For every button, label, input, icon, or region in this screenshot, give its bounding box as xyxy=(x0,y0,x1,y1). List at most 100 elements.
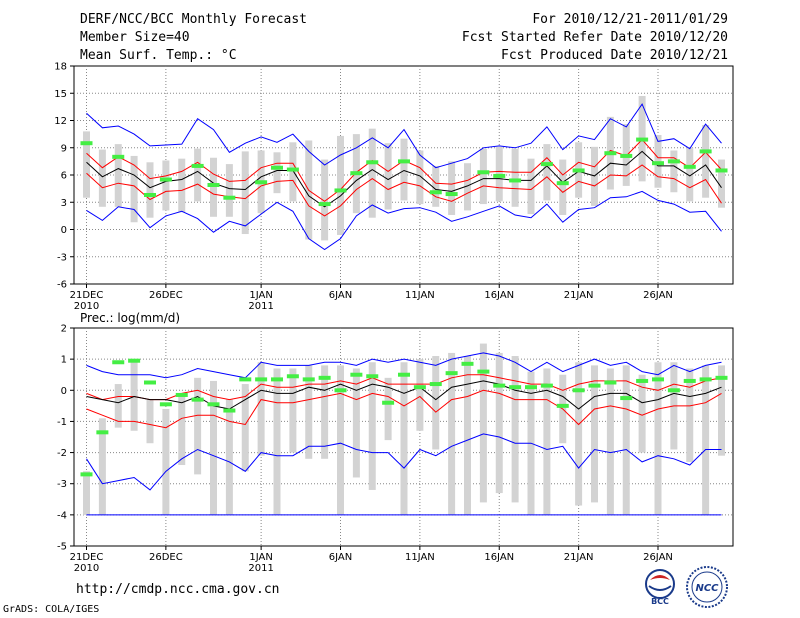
y-tick-label: -5 xyxy=(57,542,67,553)
y-tick-label: -4 xyxy=(57,510,67,521)
ensemble-box xyxy=(543,368,551,515)
ensemble-box xyxy=(416,359,424,431)
y-tick-label: 0 xyxy=(61,225,67,236)
observed-marker xyxy=(350,171,363,176)
ensemble-box xyxy=(98,418,106,515)
observed-marker xyxy=(572,388,585,393)
ensemble-box xyxy=(686,147,694,202)
ensemble-box xyxy=(162,408,170,515)
x-tick-label: 21DEC xyxy=(70,552,104,563)
observed-marker xyxy=(128,358,141,363)
ensemble-box xyxy=(178,158,186,213)
max-line xyxy=(86,103,722,169)
ensemble-box xyxy=(638,374,646,453)
observed-marker xyxy=(604,380,617,385)
y-tick-label: 15 xyxy=(54,89,67,100)
observed-marker xyxy=(382,400,395,405)
x-tick-label: 26DEC xyxy=(149,290,183,301)
ensemble-box xyxy=(432,165,440,207)
observed-marker xyxy=(620,396,633,401)
observed-marker xyxy=(96,430,109,435)
ensemble-box xyxy=(305,365,313,459)
observed-marker xyxy=(112,154,125,159)
observed-marker xyxy=(334,388,347,393)
x-tick-label: 1JAN xyxy=(249,552,272,563)
ensemble-box xyxy=(606,368,614,515)
observed-marker xyxy=(271,165,283,170)
ensemble-box xyxy=(622,365,630,515)
ensemble-box xyxy=(146,162,154,218)
ensemble-box xyxy=(83,471,90,515)
precip-panel-title: Prec.: log(mm/d) xyxy=(80,311,180,325)
x-tick-label: 11JAN xyxy=(405,552,435,563)
x-tick-label: 26DEC xyxy=(149,552,183,563)
observed-marker xyxy=(191,397,204,402)
ensemble-box xyxy=(83,131,90,198)
observed-marker xyxy=(604,151,617,156)
observed-marker xyxy=(556,181,569,186)
ensemble-box xyxy=(257,362,265,456)
ensemble-box xyxy=(527,158,535,215)
ensemble-box xyxy=(241,151,249,235)
observed-marker xyxy=(493,173,506,178)
observed-marker xyxy=(255,180,268,185)
x-tick-label: 21DEC xyxy=(70,290,104,301)
ensemble-box xyxy=(432,356,440,450)
observed-marker xyxy=(588,383,601,388)
observed-marker xyxy=(683,164,696,169)
x-tick-label: 1JAN xyxy=(249,290,272,301)
observed-marker xyxy=(461,361,474,366)
observed-marker xyxy=(429,190,442,195)
observed-marker xyxy=(715,375,728,380)
ensemble-box xyxy=(337,135,344,235)
ensemble-box xyxy=(416,150,424,205)
ensemble-box xyxy=(511,148,519,207)
observed-marker xyxy=(556,403,569,408)
observed-marker xyxy=(429,382,442,387)
observed-marker xyxy=(509,178,522,183)
ensemble-box xyxy=(670,150,678,193)
ensemble-box xyxy=(591,365,598,503)
observed-marker xyxy=(445,192,458,197)
observed-marker xyxy=(302,377,315,382)
y-tick-label: 1 xyxy=(61,355,67,366)
observed-marker xyxy=(366,160,379,165)
x-tick-label: 11JAN xyxy=(405,290,435,301)
observed-marker xyxy=(540,162,553,167)
observed-marker xyxy=(715,168,728,173)
ensemble-box xyxy=(479,343,487,503)
observed-marker xyxy=(191,163,204,168)
ensemble-box xyxy=(718,365,725,456)
min-line xyxy=(86,190,722,251)
ensemble-box xyxy=(162,160,170,211)
observed-marker xyxy=(636,378,649,383)
observed-marker xyxy=(540,383,553,388)
observed-marker xyxy=(445,371,458,376)
ensemble-box xyxy=(575,362,583,506)
source-url[interactable]: http://cmdp.ncc.cma.gov.cn xyxy=(76,582,280,597)
observed-marker xyxy=(493,383,506,388)
ensemble-box xyxy=(511,356,519,503)
ncc-logo: NCC xyxy=(686,566,728,608)
x-tick-label: 16JAN xyxy=(484,552,514,563)
x-tick-label: 26JAN xyxy=(643,552,673,563)
x-tick-label: 21JAN xyxy=(564,290,594,301)
y-tick-label: 12 xyxy=(54,116,67,127)
y-tick-label: 6 xyxy=(61,171,67,182)
ensemble-box xyxy=(400,138,408,201)
observed-marker xyxy=(509,385,522,390)
observed-marker xyxy=(699,377,712,382)
observed-marker xyxy=(525,385,537,390)
ensemble-box xyxy=(337,365,344,515)
ensemble-box xyxy=(98,149,106,207)
ensemble-box xyxy=(400,362,408,515)
y-tick-label: -1 xyxy=(57,417,67,428)
ensemble-box xyxy=(702,365,710,515)
ensemble-box xyxy=(130,155,138,223)
ensemble-box xyxy=(559,159,567,215)
observed-marker xyxy=(80,141,93,146)
observed-marker xyxy=(144,192,156,197)
observed-marker xyxy=(620,153,633,158)
